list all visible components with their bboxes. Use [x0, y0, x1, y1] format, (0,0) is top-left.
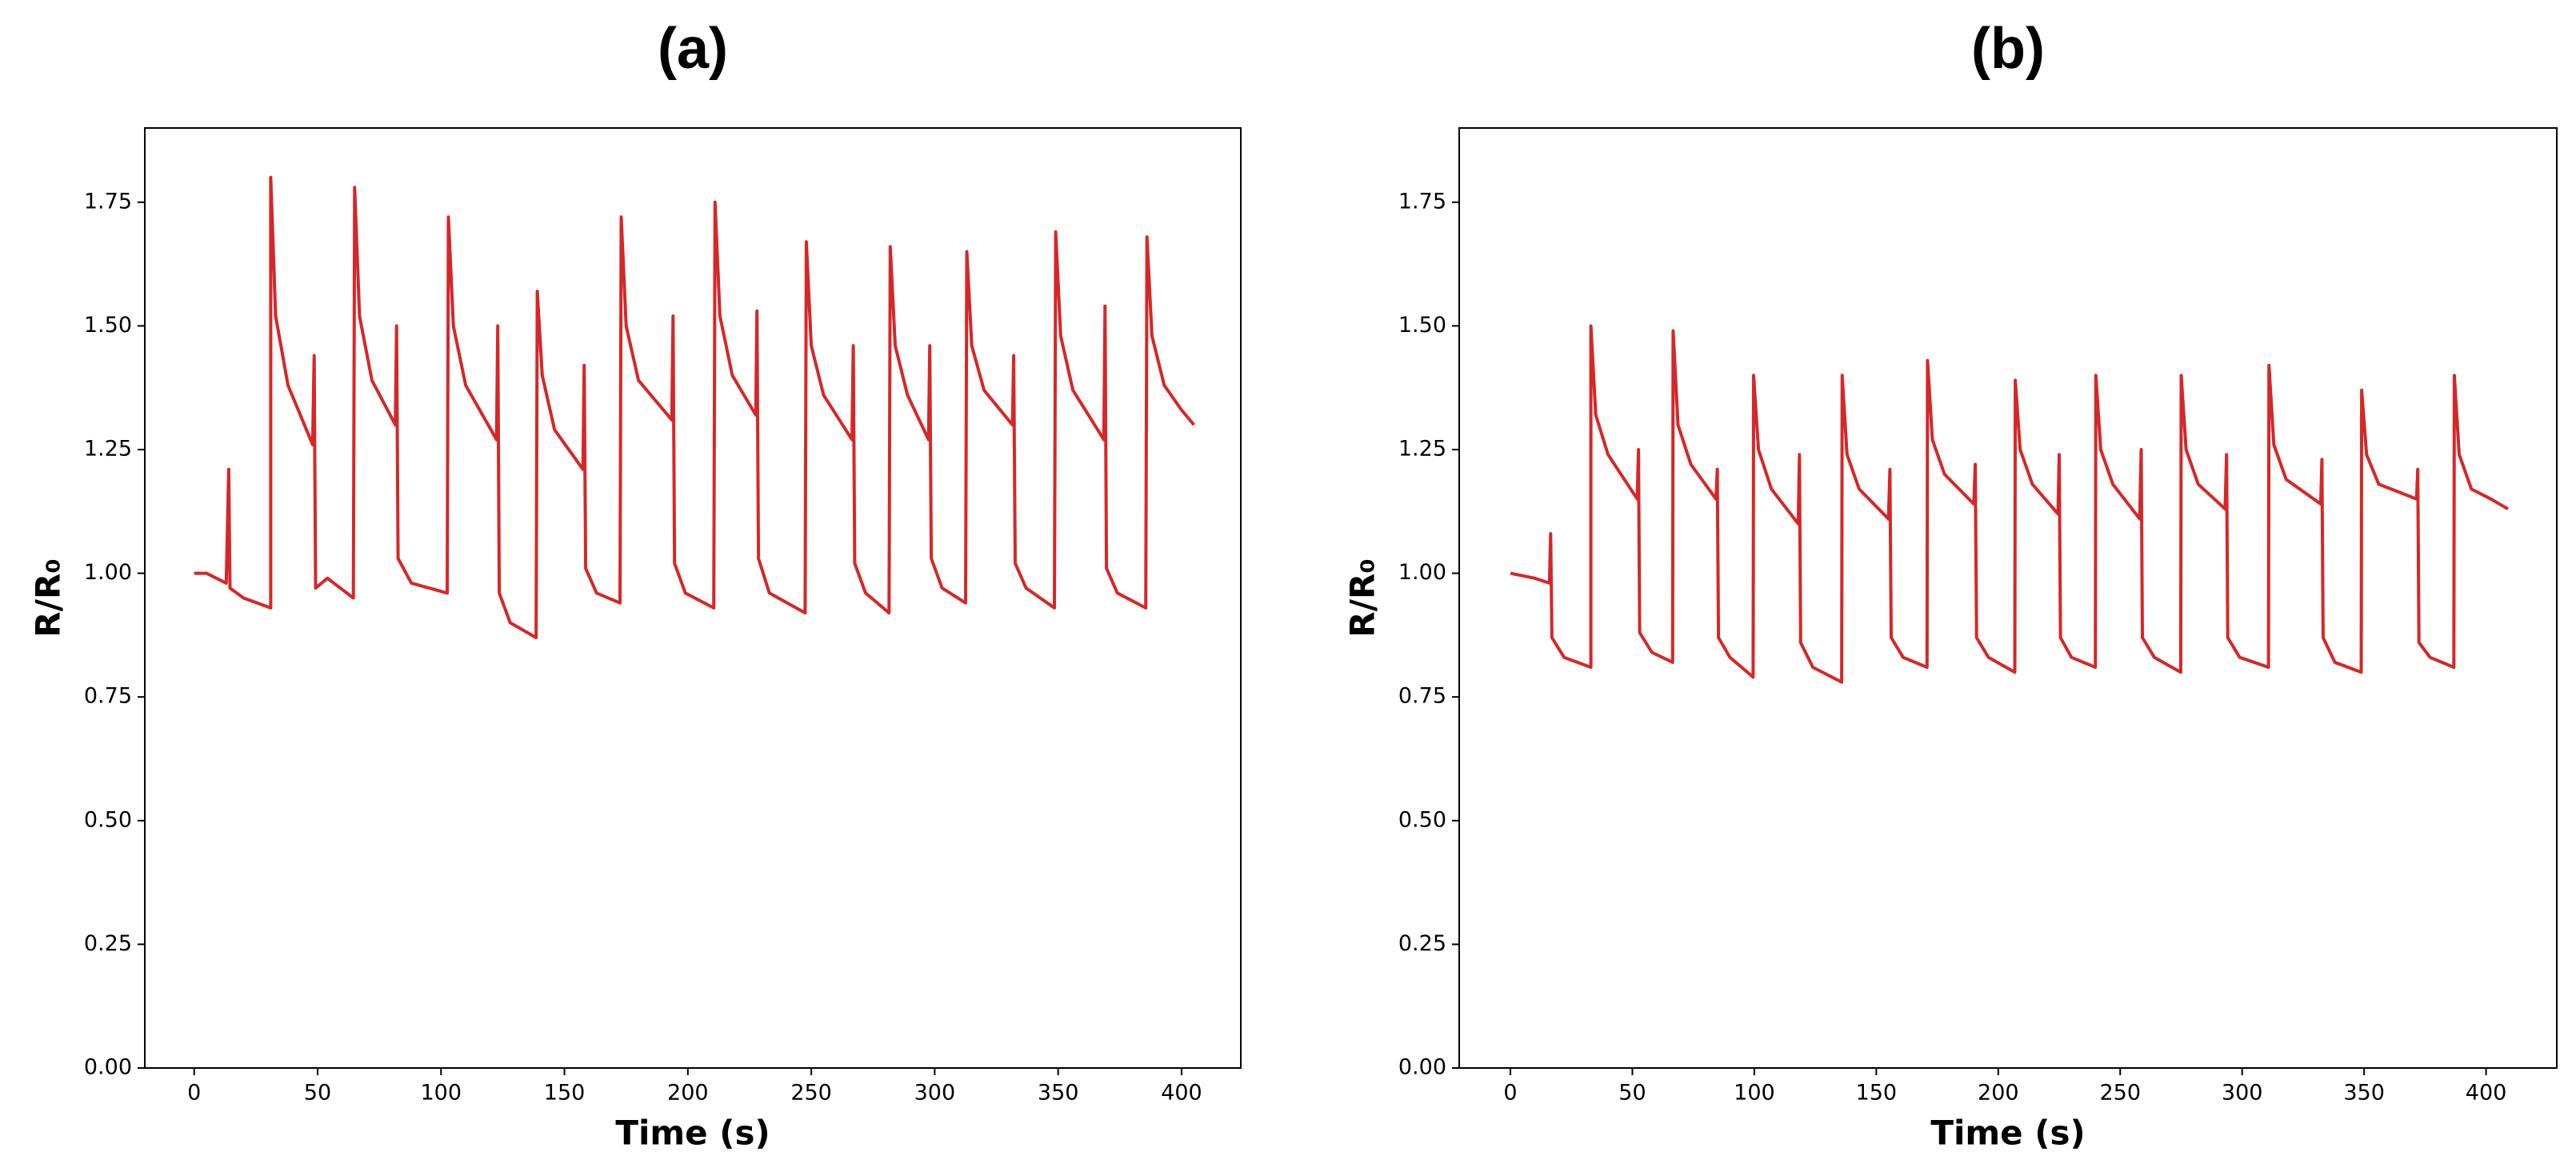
- y-tick-label: 0.25: [84, 931, 132, 956]
- y-tick-label: 0.25: [1398, 931, 1446, 956]
- chart-title: (a): [658, 17, 728, 81]
- y-axis-label: R/R₀: [1343, 558, 1382, 637]
- x-tick-label: 100: [420, 1081, 462, 1106]
- y-tick-label: 0.50: [84, 807, 132, 832]
- y-tick-label: 0.50: [1398, 807, 1446, 832]
- y-tick-label: 1.00: [1398, 560, 1446, 585]
- x-tick-label: 100: [1734, 1081, 1775, 1106]
- y-tick-label: 0.75: [84, 684, 132, 709]
- data-line: [194, 175, 1195, 639]
- y-axis-label: R/R₀: [29, 558, 68, 637]
- y-tick-label: 0.00: [1398, 1055, 1446, 1080]
- y-tick-label: 1.50: [84, 313, 132, 338]
- y-tick-label: 1.25: [84, 436, 132, 461]
- plot-frame: [144, 127, 1242, 1069]
- x-axis-label: Time (s): [615, 1114, 770, 1153]
- x-tick-label: 150: [544, 1081, 586, 1106]
- x-tick-label: 350: [2343, 1081, 2385, 1106]
- y-tick-label: 1.25: [1398, 436, 1446, 461]
- x-tick-label: 300: [914, 1081, 956, 1106]
- x-tick-label: 0: [187, 1081, 201, 1106]
- x-tick-label: 50: [1618, 1081, 1646, 1106]
- y-tick-label: 0.00: [84, 1055, 132, 1080]
- y-tick-label: 1.00: [84, 560, 132, 585]
- y-tick-label: 1.75: [84, 189, 132, 214]
- x-tick-label: 0: [1503, 1081, 1517, 1106]
- x-tick-label: 250: [2099, 1081, 2141, 1106]
- x-tick-label: 400: [1161, 1081, 1202, 1106]
- x-tick-label: 150: [1856, 1081, 1898, 1106]
- x-axis-label: Time (s): [1930, 1114, 2085, 1153]
- y-tick-label: 1.50: [1398, 313, 1446, 338]
- x-tick-label: 350: [1038, 1081, 1079, 1106]
- y-tick-label: 0.75: [1398, 684, 1446, 709]
- x-tick-label: 400: [2466, 1081, 2507, 1106]
- y-tick-label: 1.75: [1398, 189, 1446, 214]
- data-line: [1510, 324, 2510, 684]
- x-tick-label: 50: [304, 1081, 331, 1106]
- chart-title: (b): [1971, 17, 2045, 81]
- x-tick-label: 200: [1978, 1081, 2019, 1106]
- x-tick-label: 200: [667, 1081, 709, 1106]
- plot-frame: [1458, 127, 2558, 1069]
- x-tick-label: 300: [2222, 1081, 2263, 1106]
- x-tick-label: 250: [790, 1081, 832, 1106]
